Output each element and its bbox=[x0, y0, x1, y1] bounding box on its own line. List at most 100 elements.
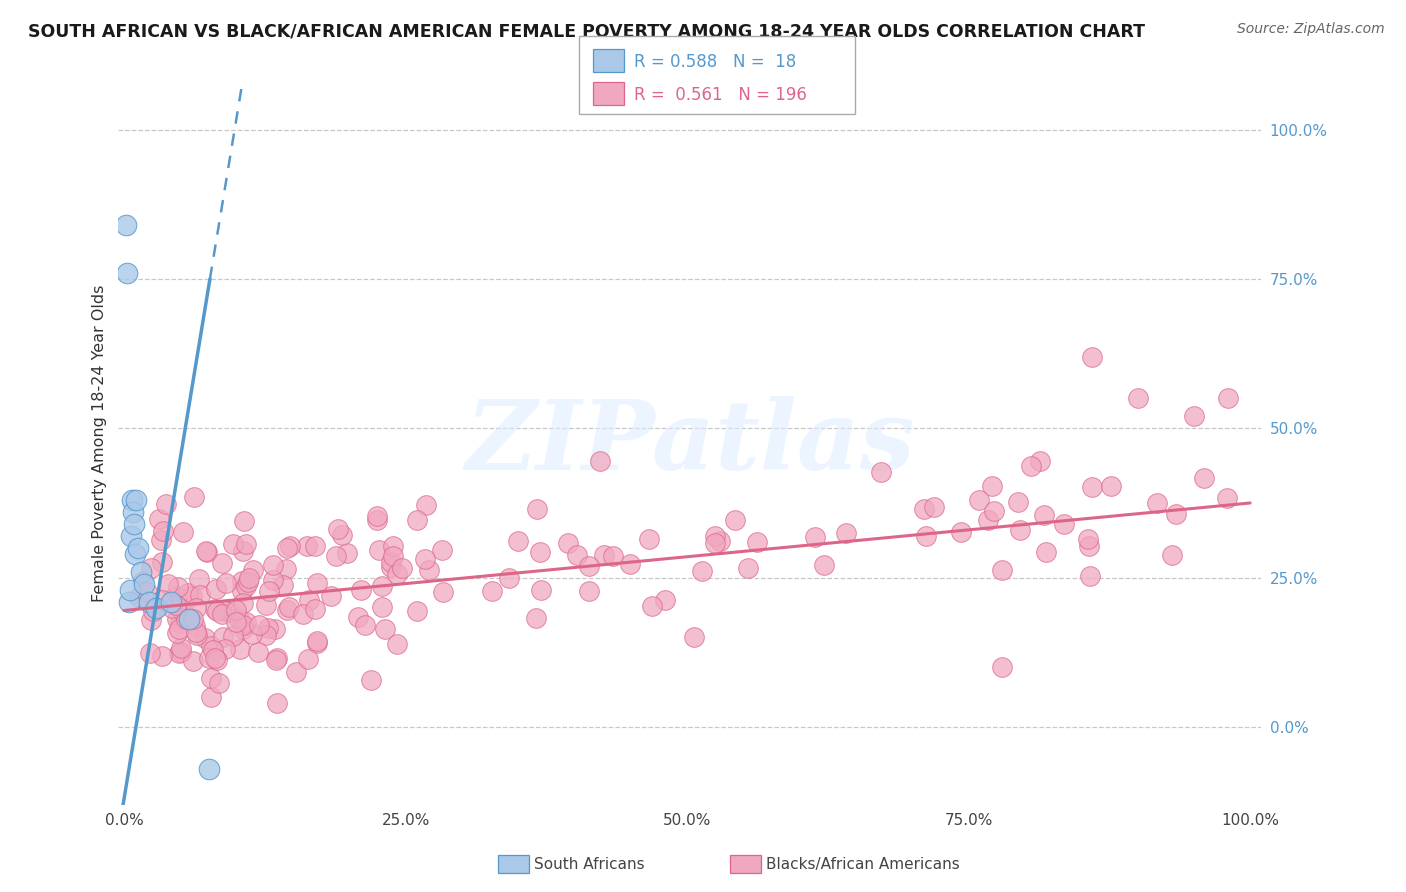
Point bbox=[578, 559, 600, 574]
Point bbox=[1008, 523, 1031, 537]
Point bbox=[307, 576, 329, 591]
Point bbox=[413, 551, 436, 566]
Point bbox=[1182, 409, 1205, 424]
Text: Source: ZipAtlas.com: Source: ZipAtlas.com bbox=[1237, 22, 1385, 37]
Point bbox=[366, 513, 388, 527]
Point bbox=[215, 575, 238, 590]
Point bbox=[1032, 508, 1054, 522]
Point bbox=[165, 598, 187, 612]
Point bbox=[374, 622, 396, 636]
Point bbox=[336, 546, 359, 560]
Point bbox=[371, 579, 394, 593]
Y-axis label: Female Poverty Among 18-24 Year Olds: Female Poverty Among 18-24 Year Olds bbox=[93, 285, 107, 602]
Point bbox=[259, 584, 281, 599]
Point bbox=[139, 561, 162, 575]
Point bbox=[184, 619, 207, 633]
Point bbox=[118, 582, 141, 597]
Point bbox=[1077, 532, 1099, 546]
Point bbox=[228, 612, 250, 626]
Point bbox=[724, 513, 747, 527]
Point bbox=[683, 630, 706, 644]
Point bbox=[232, 514, 254, 528]
Point bbox=[149, 533, 172, 548]
Point bbox=[214, 642, 236, 657]
Point bbox=[747, 534, 769, 549]
Point bbox=[262, 558, 284, 573]
Point bbox=[181, 654, 204, 668]
Point bbox=[949, 525, 972, 540]
Point bbox=[530, 583, 553, 598]
Point bbox=[589, 454, 612, 468]
Point bbox=[148, 512, 170, 526]
Point bbox=[276, 541, 298, 556]
Point bbox=[205, 653, 228, 667]
Point bbox=[122, 516, 145, 531]
Point bbox=[231, 583, 253, 598]
Point bbox=[524, 611, 547, 625]
Point bbox=[980, 479, 1002, 493]
Point bbox=[195, 545, 218, 559]
Point bbox=[1078, 569, 1101, 583]
Point bbox=[211, 557, 233, 571]
Point bbox=[169, 601, 191, 615]
Point bbox=[271, 578, 294, 592]
Point bbox=[368, 542, 391, 557]
Point bbox=[181, 589, 204, 603]
Point bbox=[202, 643, 225, 657]
Point bbox=[177, 586, 200, 600]
Point bbox=[1166, 508, 1188, 522]
Point bbox=[304, 602, 326, 616]
Point bbox=[709, 534, 731, 549]
Point bbox=[266, 650, 288, 665]
Point bbox=[298, 593, 321, 607]
Point bbox=[124, 547, 146, 561]
Point bbox=[1146, 496, 1168, 510]
Point bbox=[481, 584, 503, 599]
Point bbox=[195, 544, 218, 558]
Point bbox=[211, 607, 233, 621]
Point bbox=[557, 536, 579, 550]
Point bbox=[179, 612, 201, 626]
Point bbox=[222, 536, 245, 550]
Point bbox=[235, 579, 257, 593]
Point bbox=[266, 696, 288, 710]
Point bbox=[134, 576, 156, 591]
Point bbox=[142, 604, 165, 618]
Point bbox=[166, 589, 188, 603]
Point bbox=[977, 513, 1000, 527]
Point bbox=[262, 574, 284, 588]
Point bbox=[1053, 516, 1076, 531]
Point bbox=[170, 645, 193, 659]
Point bbox=[1216, 392, 1239, 406]
Point bbox=[231, 574, 253, 588]
Point bbox=[1161, 548, 1184, 562]
Point bbox=[813, 558, 835, 572]
Point bbox=[1035, 545, 1057, 559]
Point bbox=[432, 584, 454, 599]
Point bbox=[254, 598, 277, 612]
Point bbox=[238, 570, 260, 584]
Point bbox=[221, 629, 243, 643]
Point bbox=[172, 524, 194, 539]
Point bbox=[690, 564, 713, 578]
Point bbox=[225, 615, 247, 629]
Point bbox=[415, 498, 437, 512]
Point bbox=[229, 642, 252, 657]
Point bbox=[247, 618, 270, 632]
Point bbox=[167, 581, 190, 595]
Point bbox=[131, 574, 153, 588]
Point bbox=[117, 266, 139, 280]
Point bbox=[167, 622, 190, 636]
Point bbox=[232, 596, 254, 610]
Point bbox=[160, 594, 183, 608]
Point bbox=[924, 500, 946, 515]
Point bbox=[240, 627, 263, 641]
Text: R = 0.588   N =  18: R = 0.588 N = 18 bbox=[634, 54, 796, 71]
Point bbox=[430, 542, 453, 557]
Point bbox=[804, 531, 827, 545]
Point bbox=[120, 529, 142, 543]
Point bbox=[204, 650, 226, 665]
Point bbox=[704, 535, 727, 549]
Point bbox=[152, 648, 174, 663]
Text: SOUTH AFRICAN VS BLACK/AFRICAN AMERICAN FEMALE POVERTY AMONG 18-24 YEAR OLDS COR: SOUTH AFRICAN VS BLACK/AFRICAN AMERICAN … bbox=[28, 22, 1144, 40]
